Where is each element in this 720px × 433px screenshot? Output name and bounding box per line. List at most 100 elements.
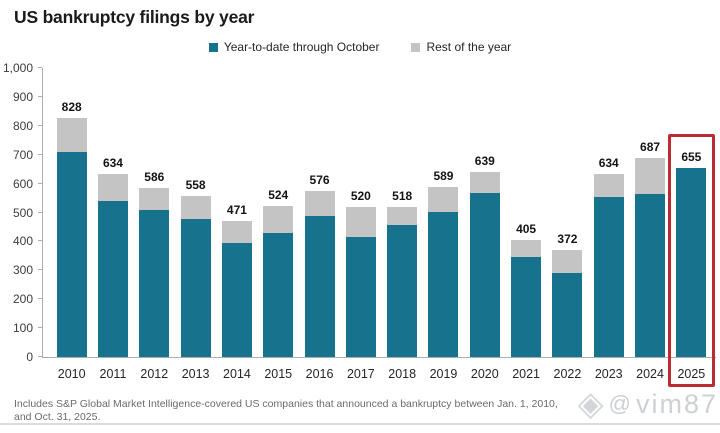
watermark-at-symbol: @ bbox=[608, 391, 631, 416]
bar-segment-rest-of-year bbox=[469, 172, 500, 194]
watermark-handle: vim87 bbox=[635, 388, 718, 419]
bar-segment-ytd bbox=[56, 151, 87, 357]
bar-total-label: 687 bbox=[640, 140, 661, 155]
x-axis-label: 2017 bbox=[346, 367, 375, 381]
bar-total-label: 471 bbox=[226, 202, 247, 217]
bar-segment-rest-of-year bbox=[56, 117, 87, 152]
bar-segment-ytd bbox=[511, 257, 542, 357]
x-axis-label: 2011 bbox=[99, 367, 127, 381]
bar-group-2022: 372 2022 bbox=[547, 68, 588, 381]
y-axis-tick-mark bbox=[38, 269, 42, 271]
y-axis-tick-mark bbox=[38, 182, 42, 184]
y-axis-tick-mark bbox=[38, 124, 42, 126]
footnote-line-1: Includes S&P Global Market Intelligence-… bbox=[14, 398, 558, 410]
bar-group-2025: 655 2025 bbox=[671, 68, 712, 381]
legend-swatch-icon bbox=[208, 42, 218, 52]
y-axis-tick-label: 400 bbox=[12, 234, 33, 249]
bar-group-2011: 634 2011 bbox=[92, 68, 133, 381]
bar-segment-rest-of-year bbox=[180, 195, 211, 220]
bar-total-label: 634 bbox=[598, 155, 619, 170]
bar-segment-ytd bbox=[221, 242, 252, 357]
bar-group-2023: 634 2023 bbox=[588, 68, 629, 381]
bars-row: 828 2010 634 2011 586 2012 558 2013 471 2014 524 20… bbox=[43, 68, 716, 381]
bar-total-label: 634 bbox=[102, 155, 123, 170]
x-axis-label: 2012 bbox=[140, 367, 169, 381]
legend: Year-to-date through October Rest of the … bbox=[0, 40, 720, 54]
bar-group-2013: 558 2013 bbox=[175, 68, 216, 381]
y-axis-tick-label: 0 bbox=[26, 350, 33, 364]
y-axis-tick-label: 700 bbox=[12, 147, 33, 162]
plot-area: 828 2010 634 2011 586 2012 558 2013 471 2014 524 20… bbox=[3, 62, 716, 387]
y-axis-tick-label: 1,000 bbox=[2, 61, 33, 75]
x-axis-label: 2024 bbox=[636, 367, 664, 381]
y-axis-tick-label: 900 bbox=[12, 89, 33, 104]
y-axis-tick-label: 200 bbox=[12, 292, 33, 307]
y-axis-tick-label: 500 bbox=[12, 205, 33, 220]
bar-total-label: 558 bbox=[185, 177, 206, 192]
bar-segment-rest-of-year bbox=[139, 187, 170, 211]
y-axis-tick-mark bbox=[38, 356, 42, 357]
y-axis-tick-mark bbox=[38, 67, 42, 68]
y-axis-tick-mark bbox=[38, 153, 42, 155]
bar-segment-rest-of-year bbox=[345, 206, 376, 238]
bar-total-label: 639 bbox=[474, 154, 495, 169]
x-axis-label: 2014 bbox=[223, 367, 251, 381]
footnote: Includes S&P Global Market Intelligence-… bbox=[14, 398, 570, 424]
bar-segment-ytd bbox=[387, 224, 418, 357]
bar-total-label: 524 bbox=[268, 187, 289, 202]
bar-segment-ytd bbox=[180, 219, 211, 357]
bar-segment-ytd bbox=[469, 193, 500, 357]
bar-group-2019: 589 2019 bbox=[423, 68, 464, 381]
x-axis-label: 2022 bbox=[553, 367, 582, 381]
bar-segment-rest-of-year bbox=[635, 158, 666, 195]
bar-group-2020: 639 2020 bbox=[464, 68, 505, 381]
footnote-line-2: and Oct. 31, 2025. bbox=[14, 411, 101, 423]
y-axis-tick-mark bbox=[38, 95, 42, 97]
y-axis-tick-mark bbox=[38, 240, 42, 242]
bar-segment-rest-of-year bbox=[221, 220, 252, 243]
x-axis-label: 2013 bbox=[181, 367, 210, 381]
x-axis-label: 2020 bbox=[470, 367, 499, 381]
legend-item-0: Year-to-date through October bbox=[208, 40, 379, 54]
x-axis-label: 2018 bbox=[388, 367, 417, 381]
legend-item-1: Rest of the year bbox=[411, 40, 511, 54]
x-axis-label: 2025 bbox=[677, 367, 706, 381]
x-axis-label: 2015 bbox=[264, 367, 293, 381]
bar-segment-ytd bbox=[263, 232, 294, 357]
y-axis-tick-label: 800 bbox=[12, 118, 33, 133]
bar-total-label: 372 bbox=[557, 231, 578, 246]
bar-segment-ytd bbox=[97, 200, 128, 357]
x-axis-label: 2023 bbox=[594, 367, 623, 381]
bar-group-2018: 518 2018 bbox=[382, 68, 423, 381]
y-axis-tick-label: 600 bbox=[12, 176, 33, 191]
bar-segment-ytd bbox=[552, 272, 583, 357]
bar-segment-ytd bbox=[139, 210, 170, 357]
x-axis-label: 2010 bbox=[57, 367, 86, 381]
bar-segment-ytd bbox=[635, 194, 666, 357]
bar-segment-rest-of-year bbox=[387, 207, 418, 225]
bar-group-2016: 576 2016 bbox=[299, 68, 340, 381]
bar-segment-rest-of-year bbox=[511, 239, 542, 258]
bar-segment-ytd bbox=[428, 212, 459, 357]
y-axis-tick-mark bbox=[38, 211, 42, 213]
legend-label: Rest of the year bbox=[426, 40, 512, 54]
bar-segment-rest-of-year bbox=[263, 205, 294, 233]
bar-group-2017: 520 2017 bbox=[340, 68, 381, 381]
bar-segment-ytd bbox=[345, 237, 376, 357]
y-axis-tick-mark bbox=[38, 298, 42, 300]
x-axis-label: 2021 bbox=[512, 367, 540, 381]
bar-segment-rest-of-year bbox=[428, 186, 459, 213]
bar-total-label: 520 bbox=[350, 188, 371, 203]
chart-title: US bankruptcy filings by year bbox=[14, 7, 255, 27]
bar-group-2021: 405 2021 bbox=[505, 68, 546, 381]
bar-group-2024: 687 2024 bbox=[629, 68, 670, 381]
bar-segment-rest-of-year bbox=[304, 190, 335, 216]
y-axis-tick-label: 300 bbox=[12, 263, 33, 278]
x-axis-label: 2016 bbox=[305, 367, 334, 381]
bar-total-label: 828 bbox=[61, 99, 82, 114]
y-axis-tick-label: 100 bbox=[12, 321, 33, 336]
bar-group-2012: 586 2012 bbox=[134, 68, 175, 381]
footer-divider bbox=[0, 423, 720, 425]
y-axis-tick-mark bbox=[38, 327, 42, 329]
